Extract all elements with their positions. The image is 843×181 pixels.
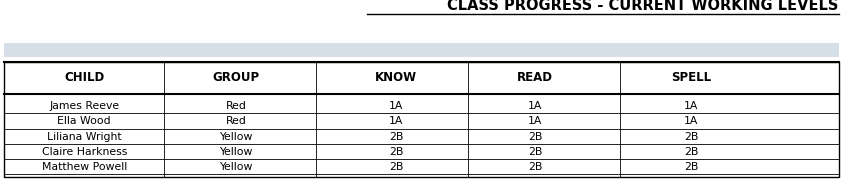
Text: CLASS PROGRESS - CURRENT WORKING LEVELS: CLASS PROGRESS - CURRENT WORKING LEVELS [448, 0, 839, 13]
Text: 2B: 2B [684, 132, 699, 142]
Text: Claire Harkness: Claire Harkness [41, 147, 127, 157]
Text: KNOW: KNOW [375, 71, 417, 84]
Text: 2B: 2B [528, 132, 543, 142]
Text: 1A: 1A [528, 116, 543, 126]
Text: Yellow: Yellow [219, 162, 253, 172]
Text: Yellow: Yellow [219, 147, 253, 157]
Text: James Reeve: James Reeve [49, 101, 120, 111]
Text: 2B: 2B [528, 147, 543, 157]
Text: READ: READ [518, 71, 553, 84]
Text: 2B: 2B [528, 162, 543, 172]
Text: Red: Red [226, 116, 246, 126]
Bar [4, 62, 839, 177]
Text: Matthew Powell: Matthew Powell [41, 162, 127, 172]
Text: 1A: 1A [389, 101, 404, 111]
Text: 1A: 1A [684, 101, 699, 111]
Bar [4, 43, 839, 57]
Text: 2B: 2B [389, 162, 404, 172]
Text: Yellow: Yellow [219, 132, 253, 142]
Text: GROUP: GROUP [212, 71, 260, 84]
Text: Ella Wood: Ella Wood [57, 116, 111, 126]
Text: CHILD: CHILD [64, 71, 105, 84]
Text: 2B: 2B [389, 147, 404, 157]
Text: 2B: 2B [389, 132, 404, 142]
Text: 2B: 2B [684, 162, 699, 172]
Text: Liliana Wright: Liliana Wright [47, 132, 121, 142]
Text: 1A: 1A [528, 101, 543, 111]
Text: 1A: 1A [389, 116, 404, 126]
Text: 1A: 1A [684, 116, 699, 126]
Text: Red: Red [226, 101, 246, 111]
Text: SPELL: SPELL [671, 71, 711, 84]
Text: 2B: 2B [684, 147, 699, 157]
